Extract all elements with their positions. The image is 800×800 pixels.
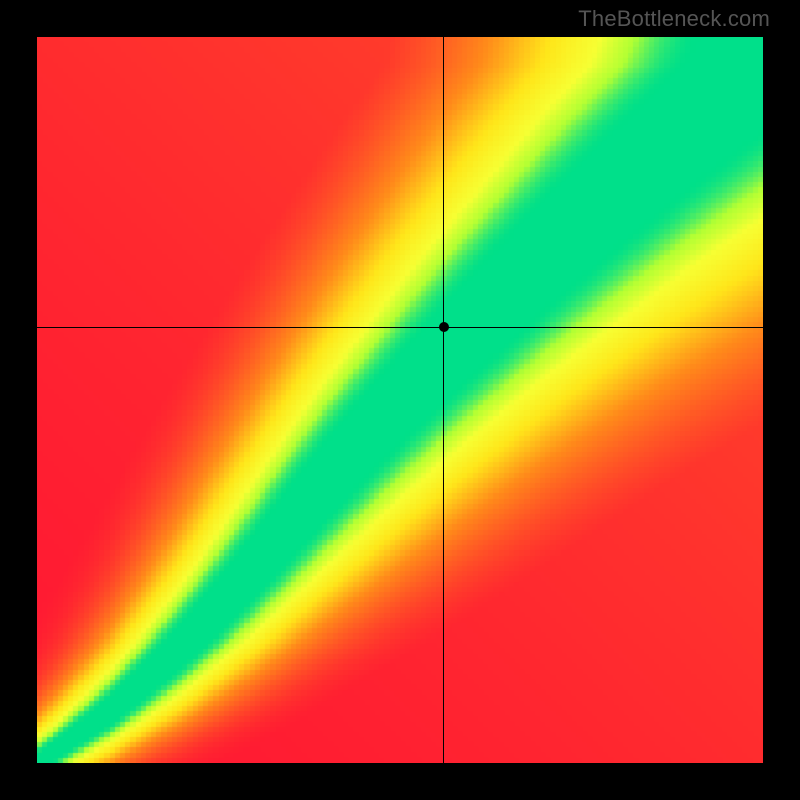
plot-area (37, 37, 763, 763)
crosshair-horizontal (37, 327, 763, 328)
heatmap-canvas (37, 37, 763, 763)
crosshair-marker (439, 322, 449, 332)
chart-container: TheBottleneck.com (0, 0, 800, 800)
watermark-text: TheBottleneck.com (578, 6, 770, 32)
crosshair-vertical (443, 37, 444, 763)
